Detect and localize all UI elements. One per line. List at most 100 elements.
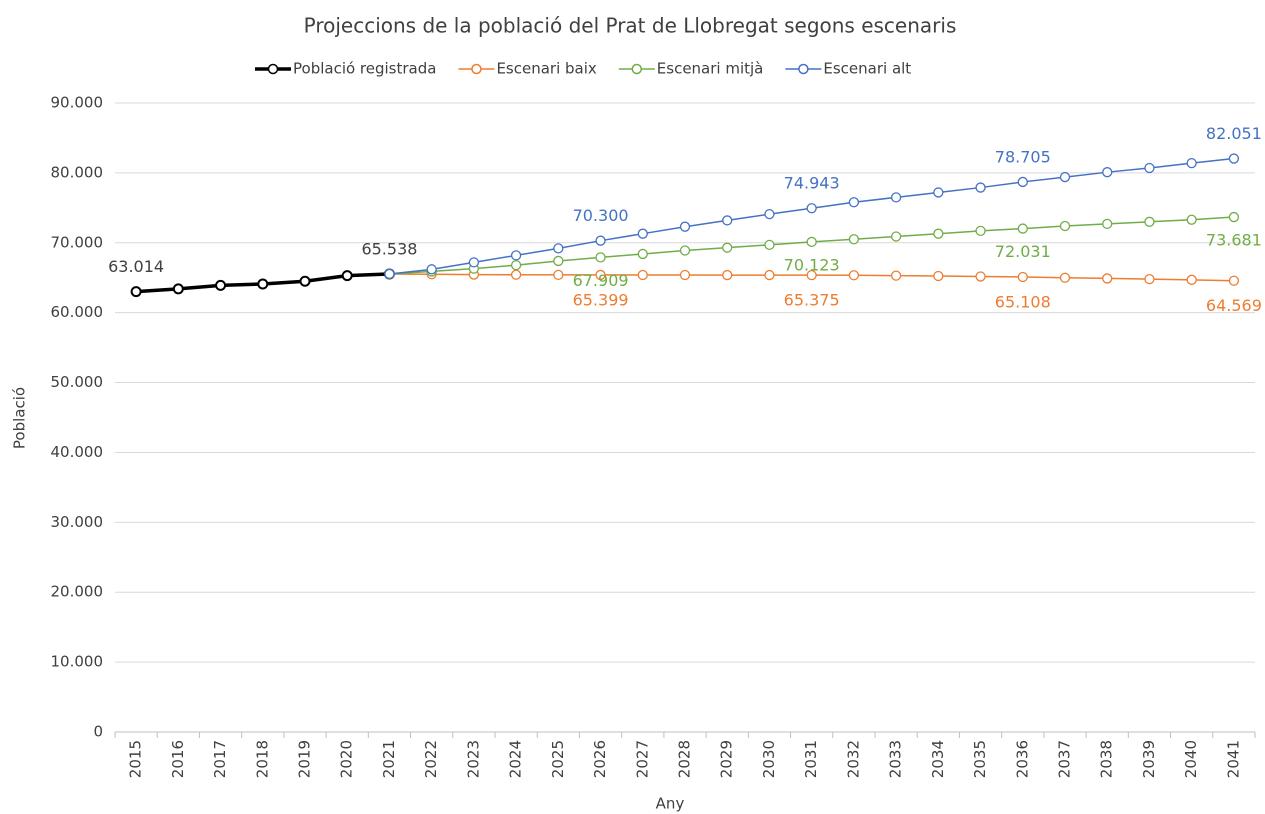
legend-label: Escenari alt <box>823 60 911 78</box>
x-tick-label: 2038 <box>1098 740 1116 778</box>
marker <box>637 248 648 260</box>
x-tick-label: 2021 <box>380 740 398 778</box>
data-label: 78.705 <box>995 147 1051 166</box>
marker <box>637 269 648 281</box>
legend-label: Població registrada <box>293 60 436 78</box>
x-tick-label: 2020 <box>338 740 356 778</box>
marker <box>1228 153 1240 164</box>
data-label: 67.909 <box>573 271 629 290</box>
marker <box>1228 275 1240 286</box>
marker <box>1059 220 1071 232</box>
marker <box>1102 167 1113 178</box>
legend-label: Escenari baix <box>496 60 596 78</box>
marker <box>975 225 986 237</box>
marker <box>595 235 606 246</box>
marker <box>806 269 817 281</box>
data-label: 65.108 <box>995 292 1051 311</box>
marker <box>341 270 353 282</box>
x-tick-label: 2030 <box>760 740 778 778</box>
marker <box>468 257 480 268</box>
marker <box>890 192 902 203</box>
marker <box>679 245 691 256</box>
y-tick-label: 60.000 <box>51 303 104 321</box>
marker <box>679 221 691 232</box>
marker <box>257 278 269 290</box>
legend-marker <box>471 63 482 75</box>
x-tick-label: 2018 <box>253 740 271 778</box>
y-tick-label: 40.000 <box>51 443 104 461</box>
marker <box>890 231 902 242</box>
legend-marker <box>267 63 279 75</box>
data-label: 72.031 <box>995 242 1051 261</box>
marker <box>595 252 606 263</box>
x-axis-title: Any <box>656 795 685 813</box>
x-tick-label: 2039 <box>1140 740 1158 778</box>
marker <box>1102 218 1113 230</box>
marker <box>1059 272 1071 283</box>
x-tick-label: 2031 <box>802 740 820 778</box>
x-tick-label: 2029 <box>718 740 736 778</box>
legend-marker <box>798 63 809 75</box>
marker <box>1186 274 1197 285</box>
marker <box>933 270 944 282</box>
marker <box>1102 273 1113 284</box>
marker <box>848 270 860 281</box>
marker <box>679 269 691 281</box>
marker <box>933 187 944 198</box>
legend-label: Escenari mitjà <box>657 60 764 78</box>
marker <box>1144 273 1155 285</box>
data-label: 65.375 <box>784 291 840 310</box>
marker <box>553 243 564 254</box>
marker <box>384 268 395 280</box>
marker <box>215 279 227 291</box>
y-tick-label: 30.000 <box>51 513 104 531</box>
marker <box>1017 176 1028 188</box>
marker <box>722 269 733 281</box>
data-label: 63.014 <box>108 257 164 276</box>
marker <box>848 234 860 245</box>
data-label: 70.300 <box>573 206 629 225</box>
marker <box>510 259 522 271</box>
marker <box>1144 216 1155 227</box>
marker <box>722 242 733 253</box>
marker <box>806 236 817 248</box>
legend-marker <box>631 63 643 75</box>
x-tick-label: 2024 <box>507 740 525 778</box>
x-tick-label: 2017 <box>211 740 229 778</box>
marker <box>890 270 902 281</box>
y-tick-label: 0 <box>93 723 103 741</box>
data-label: 73.681 <box>1206 231 1262 250</box>
y-axis-title: Població <box>11 387 29 449</box>
marker <box>299 275 311 287</box>
x-tick-label: 2023 <box>464 740 482 778</box>
y-tick-label: 50.000 <box>51 373 104 391</box>
marker <box>426 264 437 275</box>
marker <box>848 197 860 208</box>
x-tick-label: 2032 <box>844 740 862 778</box>
marker <box>510 269 522 280</box>
chart-title: Projeccions de la població del Prat de L… <box>304 14 957 38</box>
x-tick-label: 2037 <box>1056 740 1074 778</box>
x-tick-label: 2041 <box>1224 740 1242 778</box>
x-tick-label: 2035 <box>971 740 989 778</box>
marker <box>1017 271 1028 283</box>
x-tick-label: 2034 <box>929 740 947 778</box>
marker <box>510 250 522 261</box>
x-tick-label: 2027 <box>633 740 651 778</box>
data-label: 82.051 <box>1206 124 1262 143</box>
x-tick-label: 2022 <box>422 740 440 778</box>
marker <box>975 182 986 193</box>
marker <box>764 239 775 251</box>
marker <box>553 255 564 267</box>
y-tick-label: 90.000 <box>51 94 104 112</box>
x-tick-label: 2040 <box>1182 740 1200 778</box>
marker <box>1017 223 1028 234</box>
y-tick-label: 10.000 <box>51 653 104 671</box>
x-tick-label: 2026 <box>591 740 609 778</box>
x-tick-label: 2025 <box>549 740 567 778</box>
marker <box>595 269 606 281</box>
data-label: 70.123 <box>784 255 840 274</box>
marker <box>806 203 817 214</box>
marker <box>975 271 986 282</box>
y-tick-label: 70.000 <box>51 233 104 251</box>
